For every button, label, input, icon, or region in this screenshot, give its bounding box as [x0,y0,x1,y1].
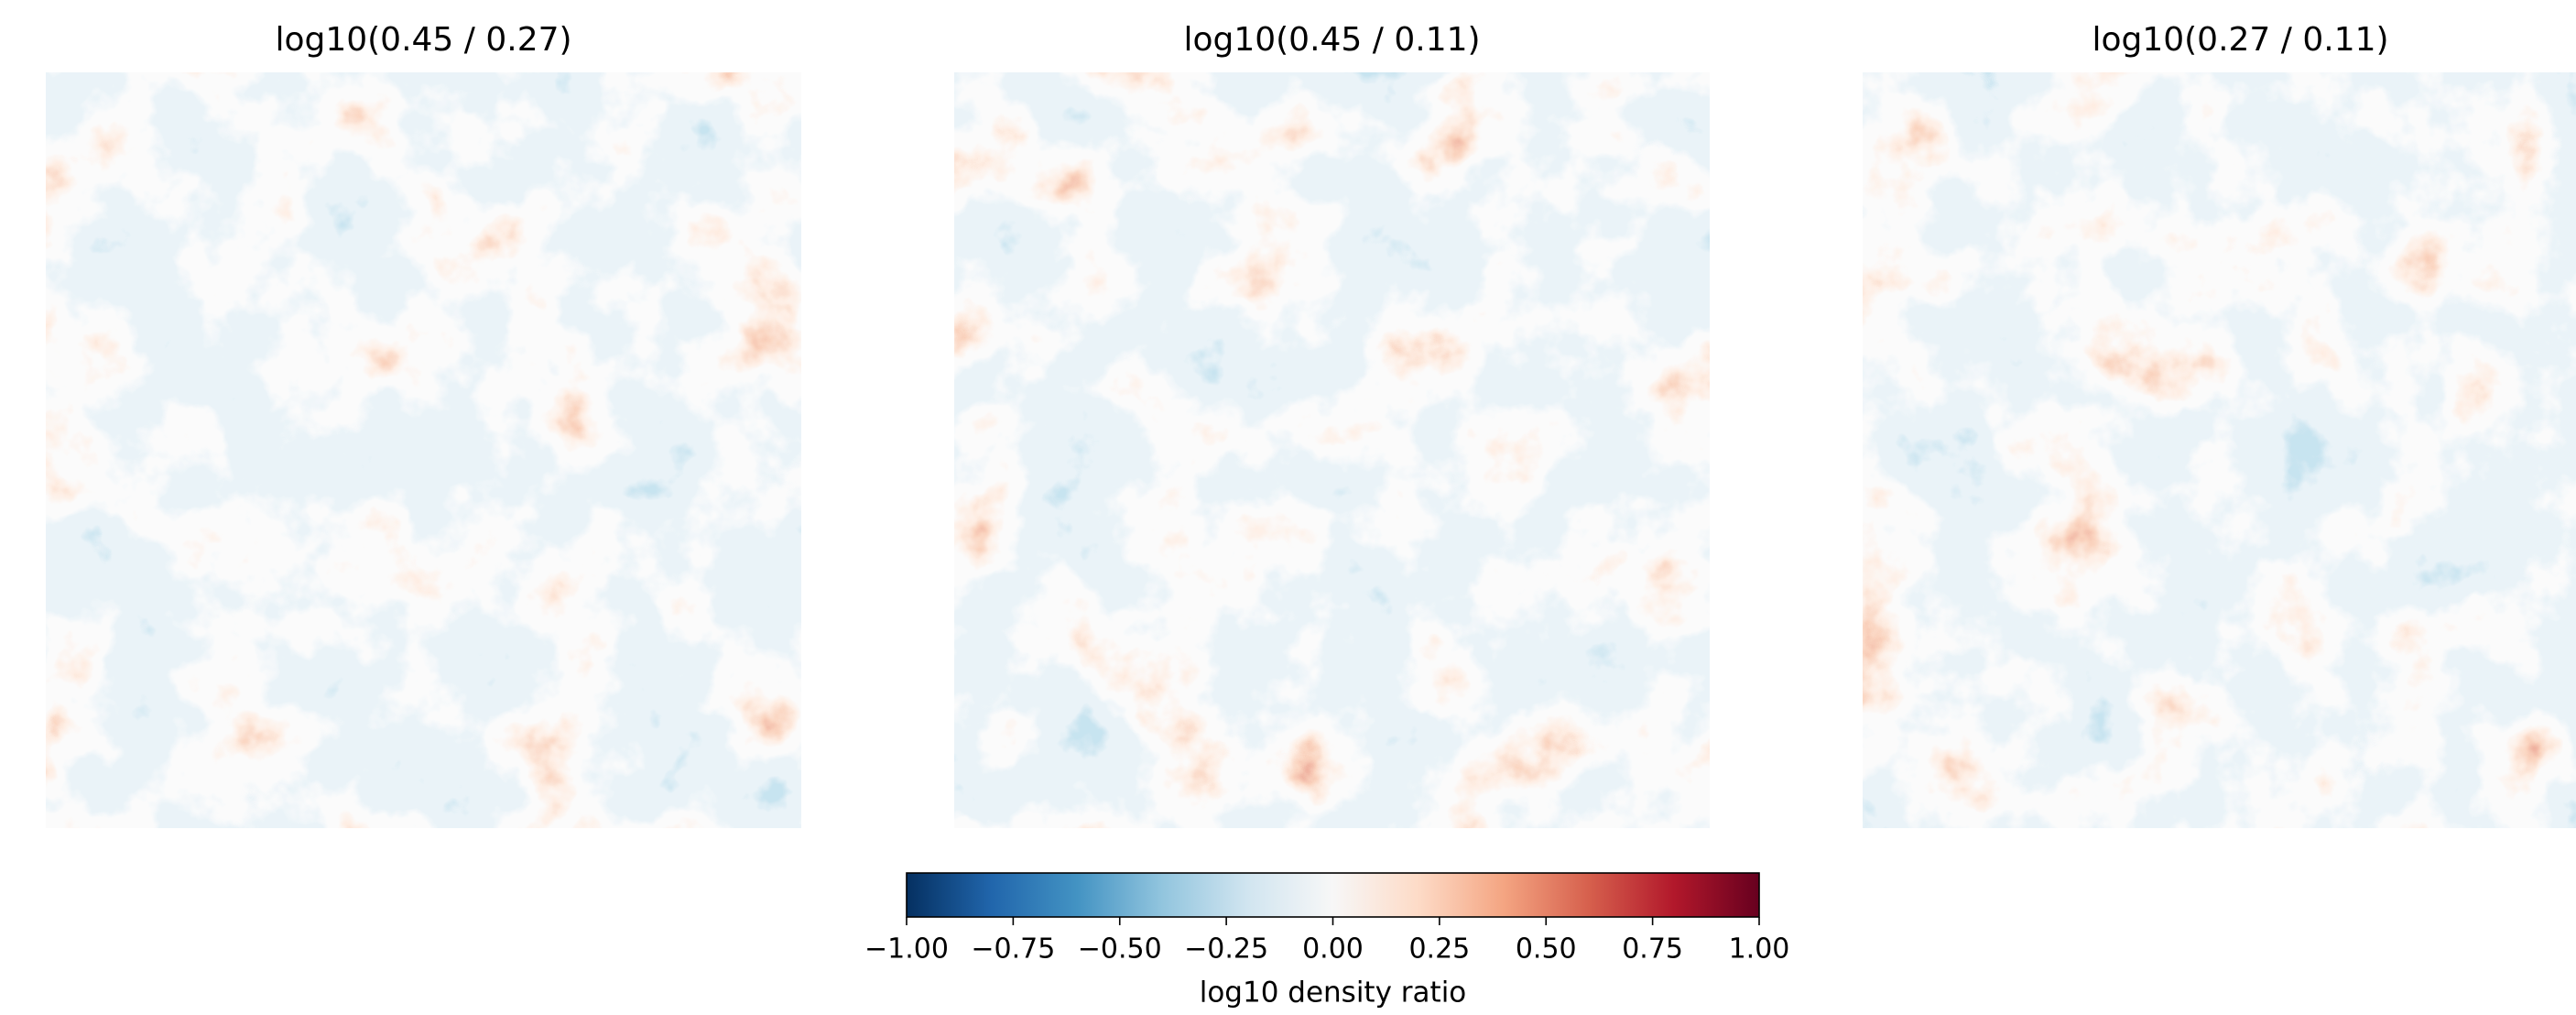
colorbar-tick-label: −1.00 [864,933,949,966]
panel-title: log10(0.27 / 0.11) [2092,21,2388,59]
colorbar [906,872,1760,918]
panel-title: log10(0.45 / 0.27) [275,21,571,59]
colorbar-tick-label: −0.75 [971,933,1055,966]
colorbar-tick-label: 0.00 [1302,933,1364,966]
colorbar-tick-label: 0.75 [1622,933,1683,966]
heatmap-image [954,72,1710,828]
colorbar-tick-label: −0.25 [1184,933,1268,966]
panel-title: log10(0.45 / 0.11) [1183,21,1480,59]
heatmap-image [1863,72,2576,828]
colorbar-tick-label: −0.50 [1078,933,1162,966]
heatmap-image [46,72,801,828]
colorbar-tick-label: 0.50 [1516,933,1577,966]
colorbar-label: log10 density ratio [1200,977,1467,1010]
colorbar-tick-label: 1.00 [1729,933,1790,966]
colorbar-tick-label: 0.25 [1408,933,1470,966]
